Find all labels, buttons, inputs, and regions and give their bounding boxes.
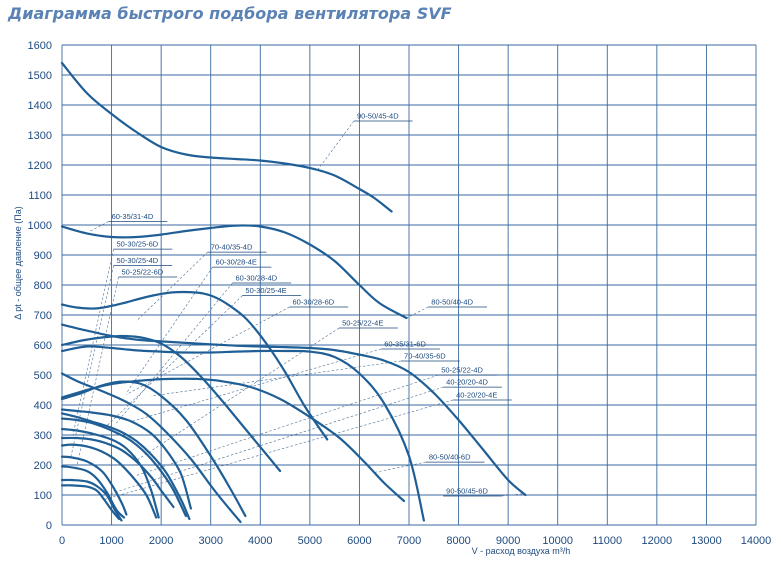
- y-tick-label: 1300: [28, 130, 52, 142]
- y-axis-ticks: 0 100 200 300 400 500 600 700 800 900 1000 1100 1200…: [28, 40, 52, 532]
- x-tick-label: 11000: [592, 535, 622, 547]
- y-tick-label: 800: [34, 280, 52, 292]
- series-label: 60-30/28-4D: [236, 274, 278, 283]
- series-line-60-35/31-6D: [60, 408, 192, 510]
- series-line-60-35/31-4D: [60, 224, 408, 320]
- label-leader-line: [104, 399, 454, 500]
- x-tick-label: 1000: [99, 535, 123, 547]
- x-axis-ticks: 0 1000 2000 3000 4000 5000 6000 7000 8000 9000 100…: [59, 535, 771, 547]
- label-leader-line: [126, 266, 213, 394]
- series-line-80-50/40-4D: [60, 290, 329, 441]
- series-label: 50-25/22-4D: [441, 366, 483, 375]
- y-tick-label: 1200: [28, 160, 52, 172]
- label-leader-line: [136, 251, 208, 322]
- label-leader-line: [151, 360, 402, 397]
- y-tick-label: 1600: [28, 40, 52, 52]
- series-line-90-50/45-6D: [60, 323, 527, 497]
- series-line-40-20/20-4E: [60, 484, 121, 521]
- series-line-50-30/25-4E: [60, 412, 191, 521]
- label-leader-line: [317, 120, 355, 171]
- y-tick-label: 600: [34, 340, 52, 352]
- x-tick-label: 13000: [691, 535, 722, 547]
- chart-title: Диаграмма быстрого подбора вентилятора S…: [8, 4, 452, 23]
- series-line-50-25/22-6D: [60, 465, 126, 519]
- series-label: 80-50/40-4D: [431, 298, 473, 307]
- x-tick-label: 4000: [248, 535, 272, 547]
- series-line-50-25/22-4E: [60, 436, 175, 509]
- x-tick-label: 7000: [397, 535, 421, 547]
- series-label: 50-25/22-6D: [121, 268, 163, 277]
- series-line-60-30/28-4D: [60, 417, 187, 518]
- series-label: 50-30/25-4D: [117, 256, 159, 265]
- x-tick-label: 3000: [198, 535, 222, 547]
- series-label: 60-30/28-4E: [216, 258, 257, 267]
- y-tick-label: 200: [34, 460, 52, 472]
- series-line-60-30/28-4E: [60, 372, 242, 524]
- grid: [61, 44, 757, 526]
- y-tick-label: 900: [34, 250, 52, 262]
- series-label: 70-40/35-6D: [404, 352, 446, 361]
- x-tick-label: 12000: [642, 535, 673, 547]
- label-leader-line: [136, 374, 439, 476]
- series-label: 40-20/20-4E: [456, 391, 497, 400]
- series-label: 60-30/28-6D: [293, 298, 335, 307]
- series-line-70-40/35-4D: [60, 334, 282, 473]
- y-tick-label: 0: [46, 520, 52, 532]
- label-leader-line: [406, 306, 429, 319]
- series-curves: [60, 61, 527, 524]
- y-axis-label: Δ pt - общее давление (Па): [13, 206, 23, 320]
- y-tick-label: 1400: [28, 100, 52, 112]
- series-line-40-20/20-4D: [60, 478, 123, 522]
- label-leader-line: [76, 276, 119, 467]
- label-leader-line: [70, 265, 114, 457]
- y-tick-label: 500: [34, 370, 52, 382]
- series-label: 50-30/25-6D: [117, 240, 159, 249]
- label-leader-line: [89, 221, 109, 232]
- series-label: 70-40/35-4D: [211, 243, 253, 252]
- x-tick-label: 10000: [542, 535, 573, 547]
- y-tick-label: 700: [34, 310, 52, 322]
- y-tick-label: 1100: [28, 190, 52, 202]
- series-label: 60-35/31-6D: [384, 340, 426, 349]
- leader-lines: [70, 120, 526, 500]
- y-tick-label: 400: [34, 400, 52, 412]
- series-label: 90-50/45-4D: [357, 112, 399, 121]
- series-line-90-50/45-4D: [60, 61, 393, 213]
- label-leader-line: [131, 348, 382, 422]
- label-leader-line: [501, 493, 526, 497]
- series-line-50-25/22-4D: [60, 443, 158, 519]
- x-tick-label: 8000: [446, 535, 470, 547]
- x-tick-label: 0: [59, 535, 65, 547]
- series-label: 50-30/25-4E: [245, 286, 286, 295]
- series-label: 50-25/22-4E: [342, 319, 383, 328]
- series-line-50-30/25-6D: [60, 427, 160, 519]
- series-labels: 90-50/45-4D 60-35/31-4D 50-30/25-6D 50-30/2…: [108, 112, 512, 497]
- y-tick-label: 1500: [28, 70, 52, 82]
- y-tick-label: 100: [34, 490, 52, 502]
- x-tick-label: 5000: [298, 535, 322, 547]
- series-line-60-30/28-6D: [60, 345, 425, 522]
- series-label: 40-20/20-4D: [446, 378, 488, 387]
- label-leader-line: [106, 386, 444, 496]
- series-label: 80-50/40-6D: [429, 453, 471, 462]
- x-tick-label: 6000: [347, 535, 371, 547]
- x-tick-label: 14000: [741, 535, 772, 547]
- label-leader-line: [72, 249, 114, 436]
- series-line-50-30/25-4D: [60, 455, 128, 516]
- x-tick-label: 9000: [496, 535, 520, 547]
- y-tick-label: 1000: [28, 220, 52, 232]
- x-tick-label: 2000: [149, 535, 173, 547]
- y-tick-label: 300: [34, 430, 52, 442]
- x-axis-label: V - расход воздуха m³/h: [472, 546, 571, 556]
- series-label: 90-50/45-6D: [446, 487, 488, 496]
- series-label: 60-35/31-4D: [112, 212, 154, 221]
- series-line-70-40/35-6D: [60, 380, 247, 518]
- label-leader-line: [374, 461, 426, 473]
